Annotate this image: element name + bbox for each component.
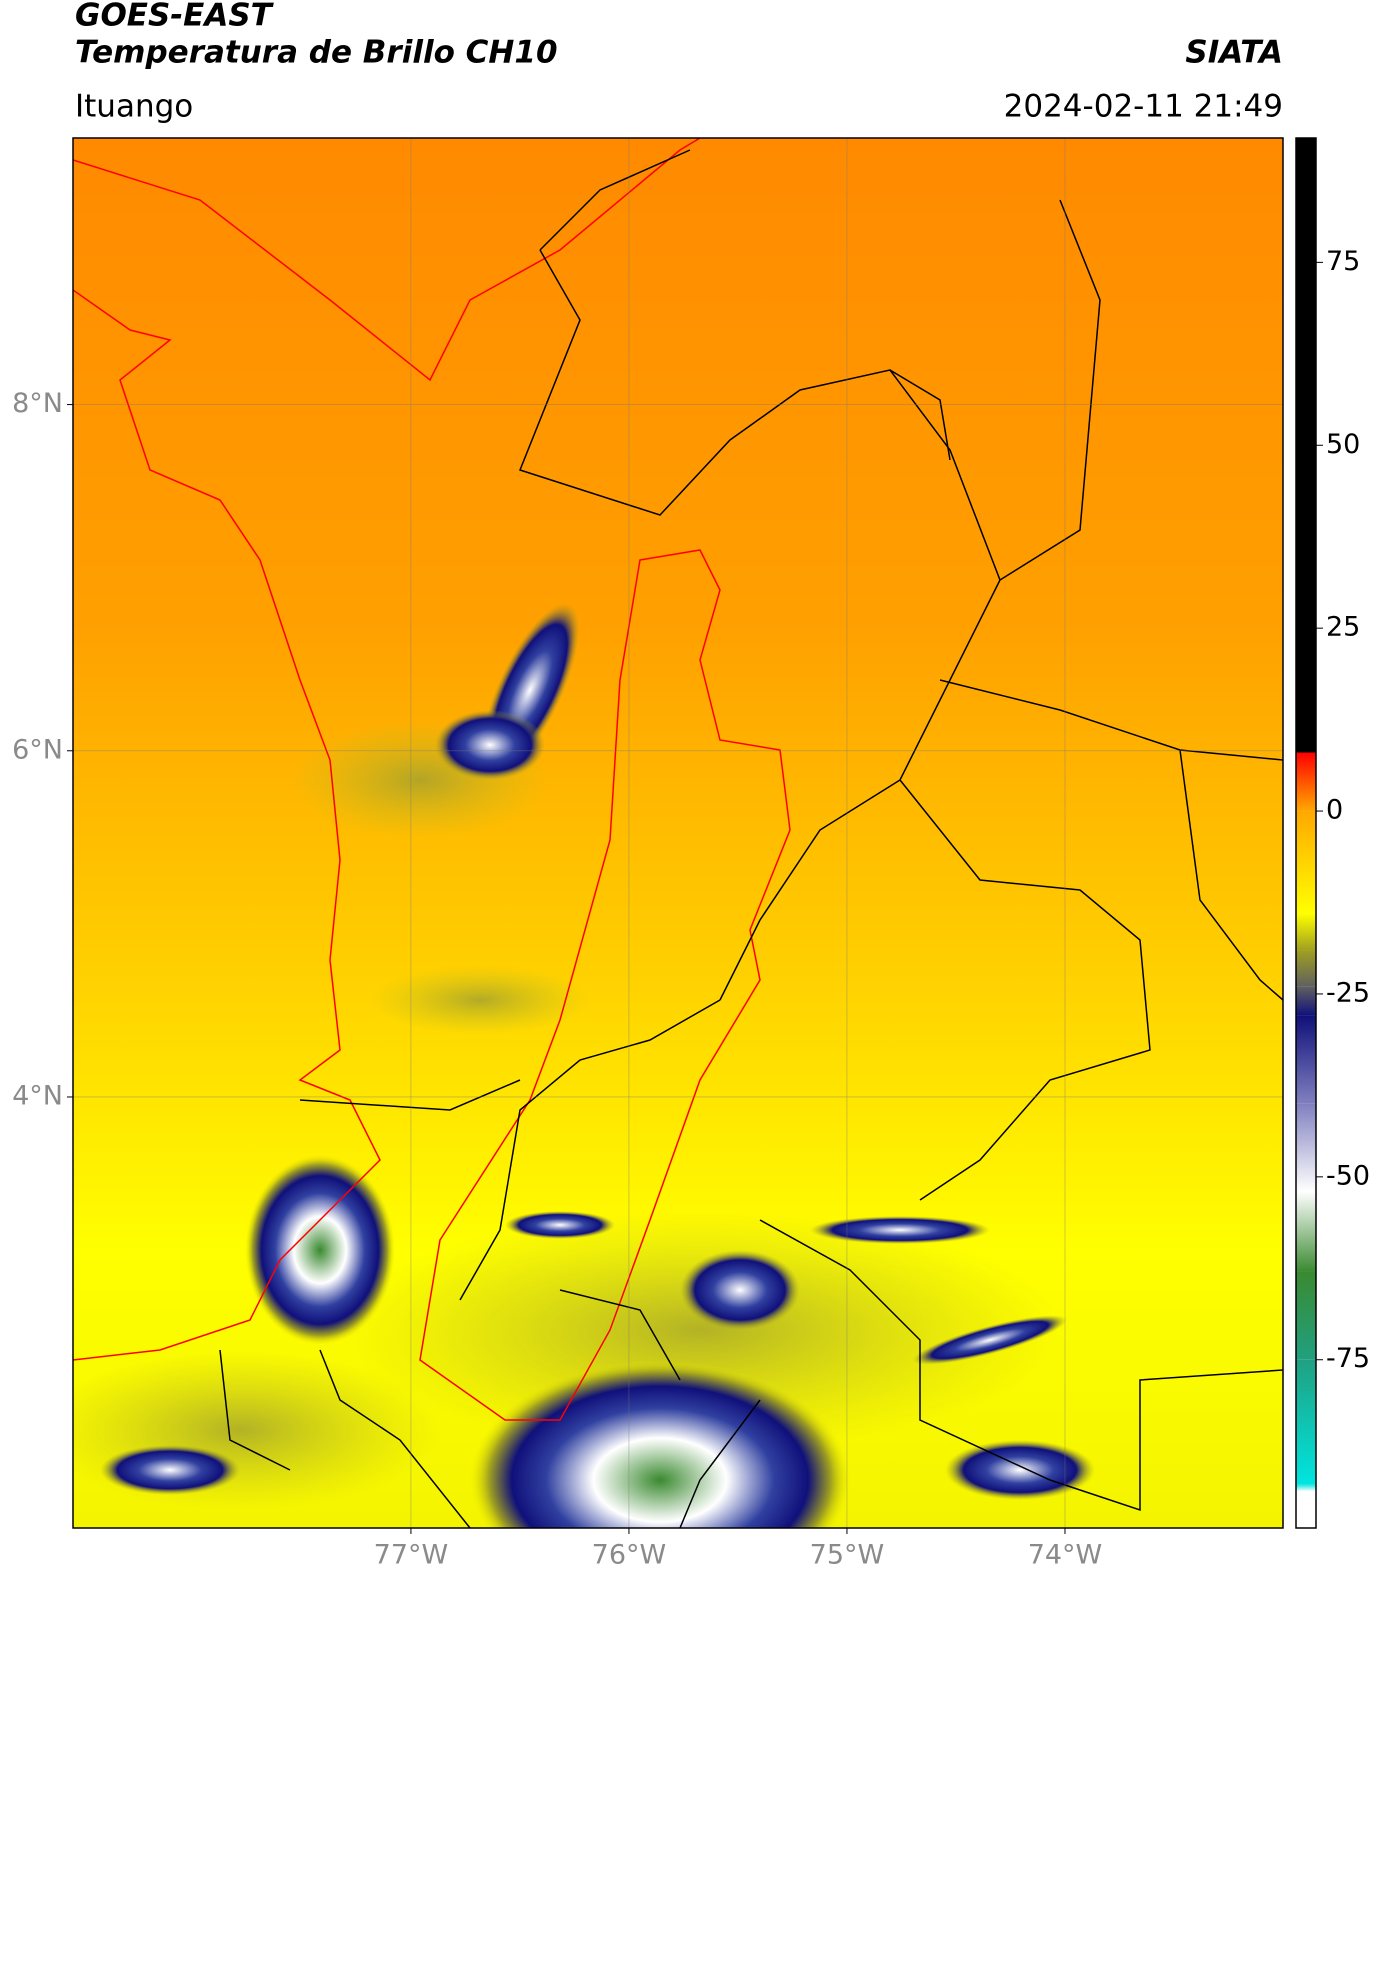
map-frame (72, 137, 1284, 1529)
agency: SIATA (1185, 35, 1283, 71)
lon-label: 75°W (810, 1540, 885, 1571)
lat-label: 4°N (12, 1080, 63, 1111)
datetime: 2024-02-11 21:49 (1004, 89, 1283, 125)
colorbar-label: 50 (1326, 429, 1360, 460)
colorbar-label: -50 (1326, 1160, 1370, 1191)
colorbar-segment (1296, 811, 1316, 914)
haze (340, 1210, 1060, 1450)
colorbar-segment (1296, 138, 1316, 753)
colorbar-label: -75 (1326, 1343, 1370, 1374)
map-image (73, 138, 1283, 1528)
cloud (470, 1360, 850, 1528)
colorbar-segment (1296, 752, 1316, 812)
cloud (912, 1315, 1068, 1365)
cloud (505, 1211, 615, 1239)
cloud (245, 1155, 395, 1345)
colorbar-label: 25 (1326, 612, 1360, 643)
colorbar-segment (1296, 1103, 1316, 1192)
basin-outline (419, 549, 791, 1421)
colorbar-label: 0 (1326, 795, 1343, 826)
haze (73, 1350, 440, 1510)
colorbar-label: -25 (1326, 977, 1370, 1008)
colorbar (1296, 138, 1316, 1528)
lat-label: 8°N (12, 388, 63, 419)
colorbar-segment (1296, 1191, 1316, 1272)
satellite-title: GOES-EAST (75, 0, 275, 34)
colorbar-segment (1296, 1271, 1316, 1360)
colorbar-label: 75 (1326, 246, 1360, 277)
colorbar-segment (1296, 1359, 1316, 1485)
haze (370, 965, 590, 1035)
colorbar-segment (1296, 1484, 1316, 1492)
coastline (73, 289, 381, 1361)
coastline (73, 138, 701, 382)
cloud (680, 1250, 800, 1330)
colorbar-segment (1296, 986, 1316, 1016)
graticule (73, 138, 1283, 1528)
colorbar-segment (1296, 1491, 1316, 1528)
cloud (810, 1216, 990, 1244)
region: Ituango (75, 89, 193, 125)
lat-label: 6°N (12, 734, 63, 765)
colorbar-frame (1295, 137, 1317, 1529)
colorbar-segment (1296, 950, 1316, 987)
lon-label: 76°W (592, 1540, 667, 1571)
colorbar-segment (1296, 1015, 1316, 1104)
product-title: Temperatura de Brillo CH10 (75, 35, 558, 71)
admin-borders (219, 149, 1283, 1528)
cloud (435, 710, 545, 780)
lon-label: 77°W (374, 1540, 449, 1571)
colorbar-segment (1296, 913, 1316, 951)
lon-label: 74°W (1028, 1540, 1103, 1571)
cloud (100, 1445, 240, 1495)
cloud (945, 1440, 1095, 1500)
